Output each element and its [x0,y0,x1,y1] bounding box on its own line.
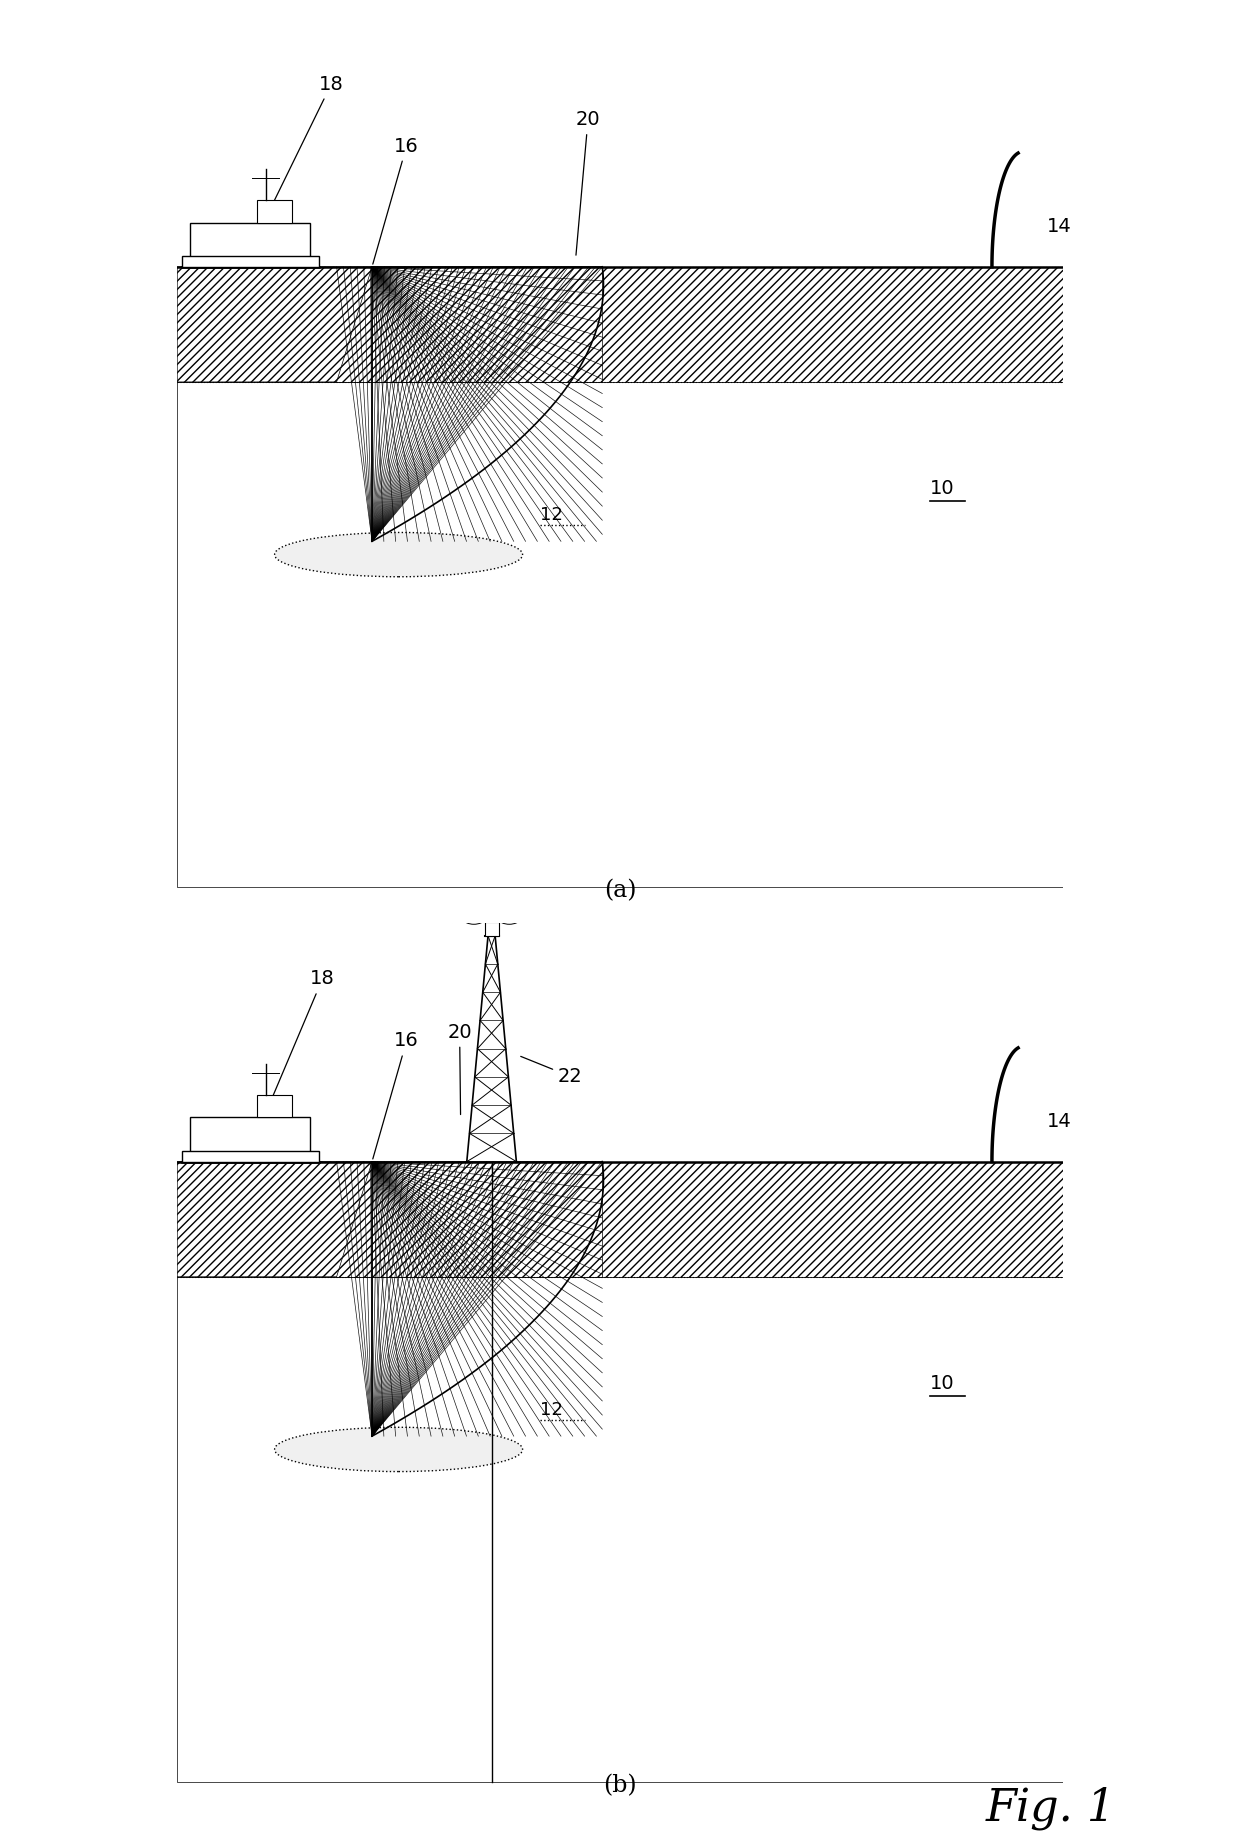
Text: 22: 22 [521,1057,583,1087]
Circle shape [470,878,513,922]
Text: 20: 20 [575,111,600,255]
Circle shape [526,886,547,906]
Circle shape [511,858,543,889]
Text: 18: 18 [267,969,335,1111]
Polygon shape [603,268,1063,382]
Text: 10: 10 [930,1373,955,1393]
Circle shape [486,832,518,863]
Polygon shape [257,1096,293,1118]
Circle shape [451,843,479,869]
Circle shape [505,843,532,869]
Circle shape [454,854,490,889]
Polygon shape [485,922,498,935]
Circle shape [465,832,497,863]
Text: (a): (a) [604,880,636,902]
Circle shape [523,867,544,889]
Ellipse shape [274,1428,522,1472]
Polygon shape [181,256,319,268]
Text: 10: 10 [930,478,955,498]
Circle shape [490,886,528,924]
Circle shape [454,886,494,924]
Circle shape [505,875,541,910]
Circle shape [440,858,472,889]
Circle shape [436,886,458,906]
Polygon shape [257,201,293,223]
Text: 14: 14 [1047,218,1071,236]
Text: 16: 16 [373,137,419,264]
Polygon shape [181,1151,319,1162]
Polygon shape [177,1277,1063,1782]
Text: (b): (b) [603,1775,637,1797]
Text: 16: 16 [373,1031,419,1159]
Polygon shape [191,223,310,268]
Circle shape [494,854,528,889]
Circle shape [474,825,510,860]
Text: Fig. 1: Fig. 1 [986,1786,1116,1830]
Polygon shape [177,1162,1063,1277]
Text: 20: 20 [448,1022,472,1114]
Text: 18: 18 [267,74,343,216]
Ellipse shape [274,533,522,577]
Text: 12: 12 [541,506,563,524]
Polygon shape [177,1162,372,1277]
Text: 14: 14 [1047,1113,1071,1131]
Polygon shape [191,1118,310,1162]
Circle shape [439,867,460,889]
Polygon shape [177,268,1063,382]
Circle shape [443,875,479,910]
Polygon shape [177,382,1063,887]
Text: 12: 12 [541,1400,563,1419]
Circle shape [472,849,511,887]
Polygon shape [603,1162,1063,1277]
Polygon shape [177,268,372,382]
